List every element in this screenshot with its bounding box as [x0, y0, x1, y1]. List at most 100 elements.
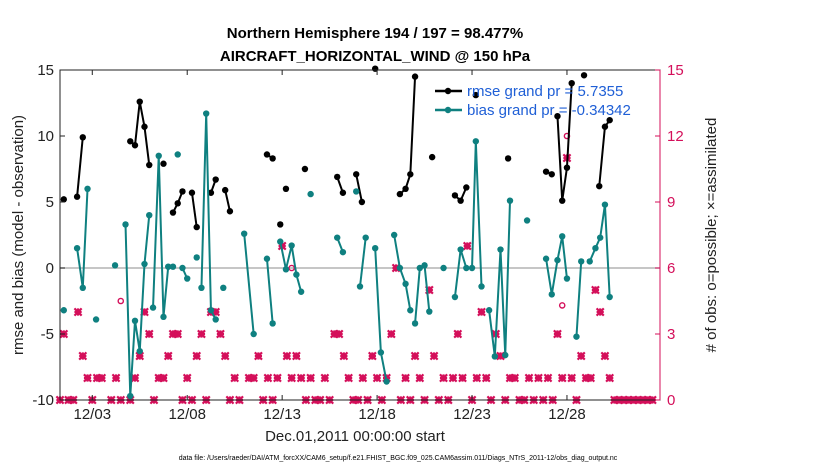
obs-assimilated-marker [144, 329, 154, 339]
obs-assimilated-marker [410, 351, 420, 361]
bias-point [559, 233, 566, 240]
obs-assimilated-marker [477, 307, 486, 317]
obs-assimilated-marker [230, 373, 240, 383]
y-right-tick-label: 15 [667, 62, 684, 79]
bias-point [73, 245, 81, 252]
obs-assimilated-marker [367, 351, 377, 361]
bias-point [155, 152, 162, 159]
rmse-point [463, 184, 470, 191]
obs-assimilated-marker [334, 329, 344, 339]
bias-point [606, 293, 613, 301]
obs-assimilated-marker [296, 373, 306, 383]
y-right-tick-label: 0 [667, 392, 675, 409]
obs-assimilated-marker [329, 329, 339, 339]
obs-assimilated-marker [249, 373, 259, 383]
obs-assimilated-marker [386, 329, 396, 339]
rmse-point [580, 72, 588, 79]
y-right-tick-label: 12 [667, 128, 684, 145]
obs-possible-marker [288, 264, 295, 272]
obs-assimilated-marker [135, 351, 145, 361]
bias-point [523, 217, 531, 224]
rmse-line [76, 137, 84, 197]
rmse-point [563, 164, 571, 171]
rmse-point [402, 185, 409, 192]
y-right-tick-label: 6 [667, 260, 675, 277]
obs-assimilated-marker [591, 285, 600, 295]
y-axis-right-label: # of obs: o=possible; ×=assimilated [703, 118, 720, 353]
bias-point [307, 190, 314, 198]
bias-point [497, 246, 504, 253]
x-tick-label: 12/13 [263, 406, 301, 423]
obs-assimilated-marker [401, 373, 410, 383]
bias-point [548, 291, 555, 298]
bias-point [502, 351, 509, 359]
bias-line [265, 258, 274, 324]
chart-subtitle: AIRCRAFT_HORIZONTAL_WIND @ 150 hPa [220, 48, 531, 65]
obs-assimilated-marker [372, 373, 382, 383]
bias-point [554, 256, 561, 264]
obs-assimilated-marker [273, 373, 282, 383]
obs-assimilated-marker [182, 373, 192, 383]
obs-assimilated-marker [595, 307, 605, 317]
rmse-point [131, 142, 139, 149]
rmse-point [606, 116, 613, 124]
bias-point [193, 254, 200, 261]
bias-point [601, 201, 609, 208]
bias-point [334, 234, 341, 241]
x-tick-label: 12/03 [74, 406, 112, 423]
bias-line [200, 113, 217, 320]
obs-assimilated-marker [306, 373, 316, 383]
rmse-point [568, 80, 575, 87]
obs-assimilated-marker [163, 351, 173, 361]
bias-point [542, 255, 550, 262]
bias-point [207, 307, 215, 314]
y-tick-label: 0 [46, 260, 54, 277]
axes-layer: 12/03 12/08 12/13 12/18 12/23 12/28 -10 -5 0 5 10 1… [32, 62, 683, 423]
bias-point [282, 266, 290, 273]
obs-assimilated-marker [415, 373, 425, 383]
rmse-point [396, 190, 404, 198]
obs-assimilated-marker [567, 373, 577, 383]
bias-point [402, 280, 409, 288]
rmse-point [457, 197, 464, 204]
rmse-point [207, 189, 215, 196]
rmse-point [141, 123, 148, 130]
bias-point [220, 284, 227, 291]
obs-assimilated-marker [78, 351, 88, 361]
obs-assimilated-marker [534, 373, 543, 383]
rmse-line [399, 76, 417, 195]
bias-point [293, 271, 300, 278]
obs-assimilated-marker [505, 373, 515, 383]
obs-assimilated-marker [83, 373, 92, 383]
obs-assimilated-marker [220, 351, 230, 361]
rmse-point [353, 171, 360, 178]
bias-point [592, 245, 599, 252]
bias-point [440, 264, 447, 272]
x-tick-label: 12/28 [548, 406, 586, 423]
rmse-line [556, 83, 573, 201]
rmse-point [339, 189, 347, 196]
rmse-point [542, 168, 550, 175]
obs-assimilated-marker [159, 373, 168, 383]
rmse-point [79, 134, 86, 141]
bias-point [472, 138, 480, 145]
rmse-point [169, 209, 177, 216]
rmse-point [596, 182, 603, 190]
y-right-tick-label: 3 [667, 326, 675, 343]
bias-point [179, 264, 186, 272]
chart-title: Northern Hemisphere 194 / 197 = 98.477% [227, 25, 523, 42]
rmse-point [188, 189, 196, 196]
bias-point [79, 284, 86, 291]
bias-point [212, 316, 219, 323]
bias-point [491, 353, 499, 360]
y-axis-label: rmse and bias (model - observation) [10, 115, 27, 355]
obs-assimilated-marker [282, 351, 292, 361]
obs-assimilated-marker [339, 351, 349, 361]
obs-assimilated-marker [140, 307, 149, 317]
legend-label-rmse: rmse grand pr = 5.7355 [467, 83, 623, 100]
obs-assimilated-marker [524, 373, 534, 383]
bias-point [362, 234, 369, 241]
bias-line [393, 234, 412, 311]
obs-assimilated-marker [244, 373, 254, 383]
bias-point [416, 264, 424, 272]
